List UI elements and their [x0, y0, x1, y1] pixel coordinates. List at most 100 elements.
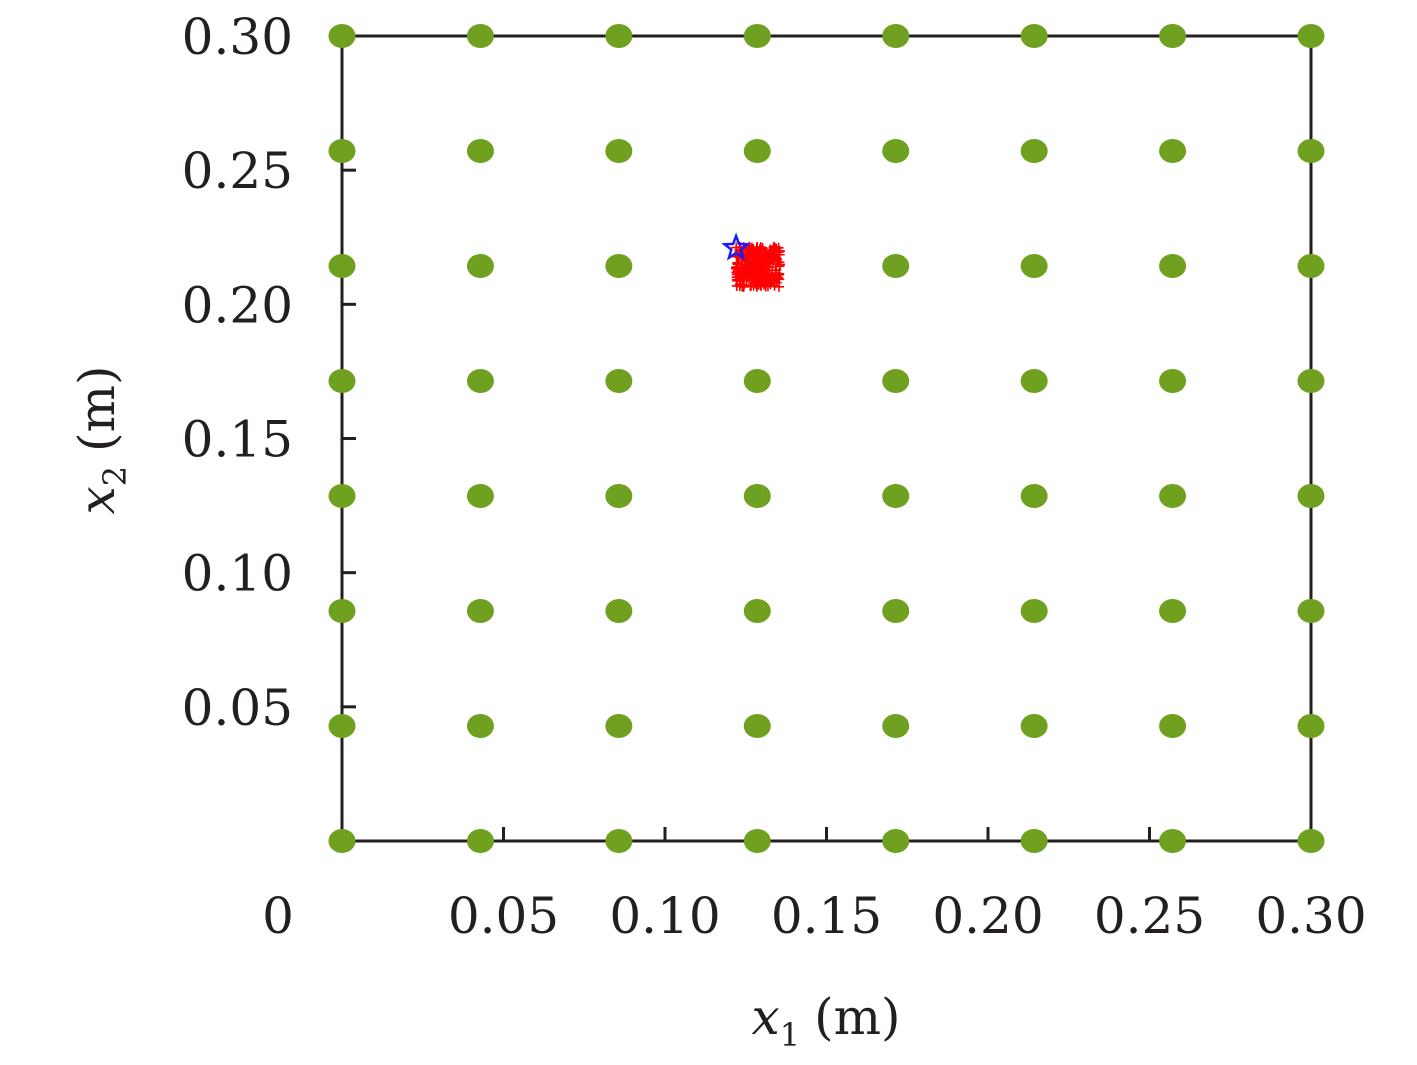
- x-tick-label: 0.15: [771, 887, 882, 945]
- cluster-point: [732, 259, 743, 270]
- grid-point: [743, 24, 771, 48]
- grid-point: [605, 139, 633, 164]
- grid-point: [466, 139, 494, 164]
- grid-point: [605, 829, 633, 853]
- grid-point: [1020, 829, 1048, 853]
- grid-point: [882, 139, 910, 164]
- grid-point: [1159, 829, 1187, 853]
- grid-point: [743, 368, 771, 393]
- grid-point: [743, 484, 771, 509]
- y-axis-label: x2 (m): [68, 366, 134, 515]
- x-tick-label: 0.30: [1255, 887, 1366, 945]
- cluster-point: [772, 254, 783, 265]
- grid-point: [1159, 24, 1187, 48]
- y-tick-label: 0.30: [182, 8, 293, 66]
- grid-point: [1020, 599, 1048, 624]
- green-point-grid: [328, 24, 1325, 853]
- y-tick-label: 0.05: [182, 679, 293, 737]
- cluster-point: [757, 250, 768, 261]
- grid-point: [328, 253, 356, 278]
- x-tick-label: 0.10: [609, 887, 720, 945]
- star-point: [721, 232, 751, 261]
- grid-point: [328, 713, 356, 738]
- cluster-point: [731, 280, 742, 291]
- grid-point: [1159, 139, 1187, 164]
- grid-point: [1020, 139, 1048, 164]
- grid-point: [1159, 253, 1187, 278]
- grid-point: [466, 713, 494, 738]
- grid-point: [1020, 24, 1048, 48]
- cluster-point: [756, 249, 767, 260]
- cluster-point: [746, 253, 757, 264]
- cluster-point: [774, 245, 785, 256]
- grid-point: [605, 713, 633, 738]
- cluster-point: [741, 274, 752, 285]
- grid-point: [1159, 368, 1187, 393]
- grid-point: [882, 599, 910, 624]
- grid-point: [1159, 713, 1187, 738]
- grid-point: [466, 829, 494, 853]
- grid-point: [743, 139, 771, 164]
- grid-point: [1159, 484, 1187, 509]
- red-plus-cluster: [731, 241, 786, 292]
- cluster-point: [774, 281, 785, 292]
- grid-point: [466, 24, 494, 48]
- cluster-point: [756, 270, 767, 281]
- y-tick-label: 0.15: [182, 411, 293, 469]
- grid-point: [328, 829, 356, 853]
- grid-point: [1297, 368, 1325, 393]
- grid-point: [1297, 713, 1325, 738]
- cluster-point: [768, 242, 779, 253]
- grid-point: [882, 253, 910, 278]
- cluster-point: [731, 242, 742, 253]
- cluster-point: [745, 244, 756, 255]
- grid-point: [328, 139, 356, 164]
- grid-point: [1020, 253, 1048, 278]
- grid-point: [605, 599, 633, 624]
- cluster-point: [765, 273, 776, 284]
- grid-point: [1297, 829, 1325, 853]
- y-axis-var: x: [68, 486, 126, 514]
- blue-star-markers: [721, 232, 751, 261]
- grid-point: [1020, 368, 1048, 393]
- grid-point: [882, 829, 910, 853]
- tick-labels: 0.05 0.10 0.15 0.20 0.25 0.30 0.05 0.10 0.15 0.20…: [182, 8, 1367, 945]
- y-tick-label: 0.25: [182, 142, 293, 200]
- grid-point: [743, 713, 771, 738]
- y-tick-label: 0.20: [182, 276, 293, 334]
- grid-point: [743, 829, 771, 853]
- cluster-point: [736, 268, 747, 279]
- grid-point: [328, 599, 356, 624]
- grid-point: [328, 484, 356, 509]
- grid-point: [1297, 599, 1325, 624]
- x-axis-sub: 1: [780, 1016, 800, 1054]
- cluster-point: [773, 269, 784, 280]
- grid-point: [1297, 24, 1325, 48]
- grid-point: [882, 24, 910, 48]
- x-axis-var: x: [752, 988, 780, 1046]
- x-tick-label: 0.05: [448, 887, 559, 945]
- grid-point: [605, 368, 633, 393]
- grid-point: [743, 599, 771, 624]
- grid-point: [1020, 713, 1048, 738]
- grid-point: [1020, 484, 1048, 509]
- cluster-point: [758, 277, 769, 288]
- cluster-point: [745, 269, 756, 280]
- grid-point: [605, 253, 633, 278]
- grid-point: [466, 599, 494, 624]
- grid-point: [466, 484, 494, 509]
- grid-point: [882, 368, 910, 393]
- y-axis-sub: 2: [96, 466, 134, 486]
- origin-label: 0: [262, 887, 294, 945]
- cluster-point: [767, 251, 778, 262]
- cluster-point: [746, 242, 757, 253]
- grid-point: [328, 368, 356, 393]
- x-axis-label: x1 (m): [752, 988, 901, 1054]
- cluster-point: [767, 268, 778, 279]
- grid-point: [1297, 253, 1325, 278]
- x-tick-label: 0.20: [932, 887, 1043, 945]
- grid-point: [328, 24, 356, 48]
- grid-point: [882, 713, 910, 738]
- y-tick-label: 0.10: [182, 545, 293, 603]
- grid-point: [605, 24, 633, 48]
